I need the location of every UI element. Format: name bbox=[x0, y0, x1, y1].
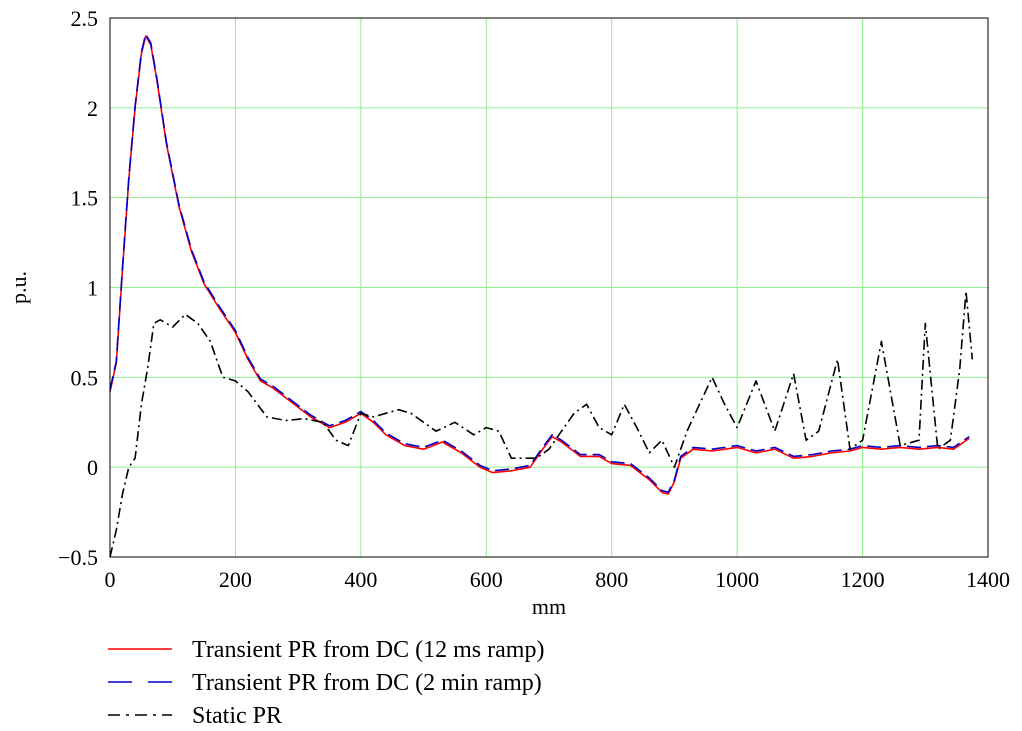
y-tick-label: 2 bbox=[87, 96, 98, 121]
x-tick-label: 600 bbox=[470, 567, 503, 592]
x-axis-label: mm bbox=[532, 594, 566, 619]
y-tick-label: 2.5 bbox=[71, 6, 99, 31]
x-tick-label: 1000 bbox=[715, 567, 759, 592]
legend-label-2: Transient PR from DC (2 min ramp) bbox=[192, 670, 542, 696]
y-tick-label: −0.5 bbox=[58, 545, 98, 570]
y-tick-label: 0 bbox=[87, 455, 98, 480]
y-tick-label: 1.5 bbox=[71, 186, 99, 211]
x-tick-label: 800 bbox=[595, 567, 628, 592]
x-tick-label: 0 bbox=[105, 567, 116, 592]
y-tick-label: 0.5 bbox=[71, 365, 99, 390]
plot-frame bbox=[109, 17, 989, 558]
x-tick-label: 1400 bbox=[966, 567, 1010, 592]
x-tick-label: 1200 bbox=[841, 567, 885, 592]
y-tick-label: 1 bbox=[87, 276, 98, 301]
legend-label-1: Transient PR from DC (12 ms ramp) bbox=[192, 637, 544, 663]
y-axis-label: p.u. bbox=[6, 271, 31, 304]
x-tick-label: 400 bbox=[344, 567, 377, 592]
series-line-3 bbox=[109, 290, 974, 558]
series-line-1 bbox=[109, 35, 970, 495]
series-line-2 bbox=[109, 33, 970, 494]
tick-labels: 0 200 400 600 800 1000 1200 1400 −0.5 0 0.5 1 1.5 2 2.… bbox=[58, 6, 1010, 592]
series-layer bbox=[109, 33, 974, 558]
legend: Transient PR from DC (12 ms ramp) Transie… bbox=[108, 637, 544, 729]
legend-label-3: Static PR bbox=[192, 703, 282, 729]
x-tick-label: 200 bbox=[219, 567, 252, 592]
grid bbox=[109, 17, 989, 558]
